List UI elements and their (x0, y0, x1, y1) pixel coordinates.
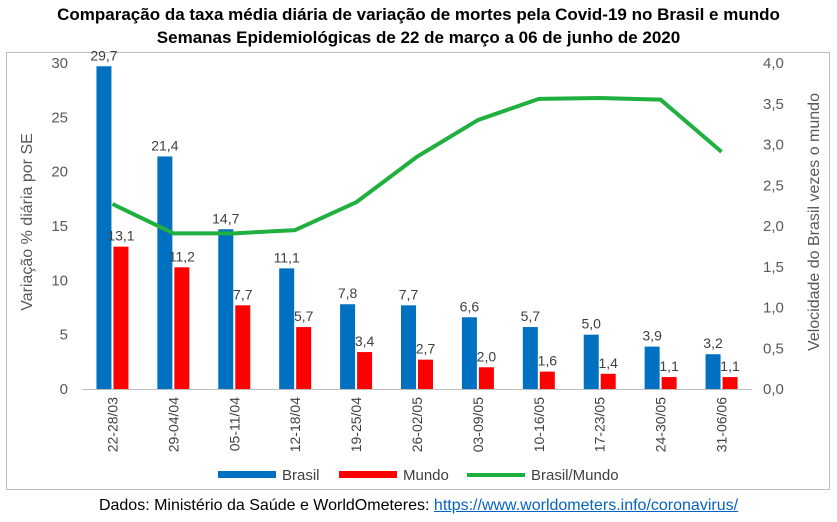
bar-brasil (340, 304, 356, 389)
data-label-mundo: 5,7 (294, 308, 314, 324)
source-note: Dados: Ministério da Saúde e WorldOmeter… (0, 497, 837, 515)
x-tick-label: 19-25/04 (348, 397, 364, 452)
chart-subtitle: Semanas Epidemiológicas de 22 de março a… (156, 28, 681, 47)
x-tick-label: 03-09/05 (470, 397, 486, 452)
y-tick-label: 0 (60, 381, 68, 398)
data-label-brasil: 5,7 (521, 308, 541, 324)
chart-title: Comparação da taxa média diária de varia… (57, 5, 780, 24)
y-axis-label: Variação % diária por SE (19, 133, 36, 311)
chart-frame (6, 52, 830, 490)
data-label-brasil: 7,8 (338, 285, 358, 301)
y-tick-label: 5 (60, 327, 68, 344)
data-label-brasil: 3,9 (642, 328, 662, 344)
bars: 29,7 13,1 21,4 11,2 14,7 7,7 11,1 5,7 7,8 3,4 7,7 2… (90, 47, 740, 389)
data-label-brasil: 11,1 (274, 249, 300, 265)
x-tick-label: 12-18/04 (287, 397, 303, 452)
data-label-mundo: 3,4 (355, 333, 375, 349)
data-label-brasil: 7,7 (399, 286, 419, 302)
data-label-brasil: 5,0 (581, 316, 601, 332)
x-tick-label: 22-28/03 (104, 397, 120, 452)
y2-tick-label: 2,5 (763, 177, 784, 194)
y2-axis-label: Velocidade do Brasil vezes o mundo (806, 93, 823, 351)
bar-brasil (522, 327, 538, 389)
data-label-brasil: 29,7 (90, 47, 117, 63)
data-label-mundo: 1,6 (538, 353, 558, 369)
bar-brasil (705, 354, 721, 389)
data-label-mundo: 2,7 (416, 341, 436, 357)
data-label-mundo: 1,1 (720, 358, 740, 374)
x-axis: 22-28/03 29-04/04 05-11/04 12-18/04 19-25/04… (82, 389, 752, 452)
data-label-mundo: 2,0 (477, 348, 497, 364)
bar-mundo (296, 327, 312, 389)
bar-mundo (600, 373, 616, 389)
y2-tick-label: 2,0 (763, 218, 784, 235)
y2-tick-label: 1,0 (763, 300, 784, 317)
y-axis-right: 0,0 0,5 1,0 1,5 2,0 2,5 3,0 3,5 4,0 (763, 55, 784, 398)
y-tick-label: 30 (51, 55, 68, 72)
legend-swatch-mundo (339, 471, 397, 478)
legend-label-ratio: Brasil/Mundo (531, 467, 619, 484)
bar-mundo (539, 371, 555, 389)
y-tick-label: 10 (51, 272, 68, 289)
data-label-mundo: 11,2 (169, 248, 195, 264)
data-label-mundo: 1,1 (659, 358, 679, 374)
y2-tick-label: 0,5 (763, 340, 784, 357)
x-tick-label: 05-11/04 (226, 397, 242, 451)
x-tick-label: 10-16/05 (531, 397, 547, 452)
source-prefix: Dados: Ministério da Saúde e WorldOmeter… (98, 497, 434, 514)
x-tick-label: 26-02/05 (409, 397, 425, 452)
x-tick-label: 29-04/04 (165, 397, 181, 452)
bar-brasil (279, 268, 295, 389)
data-label-mundo: 7,7 (233, 286, 253, 302)
legend: Brasil Mundo Brasil/Mundo (218, 467, 619, 484)
bar-brasil (401, 305, 416, 389)
y-tick-label: 15 (51, 218, 68, 235)
data-label-brasil: 6,6 (460, 298, 480, 314)
y-tick-label: 25 (51, 109, 68, 126)
bar-brasil (96, 66, 112, 389)
data-label-mundo: 13,1 (107, 228, 134, 244)
bar-mundo (418, 359, 433, 389)
y2-tick-label: 3,5 (763, 96, 784, 113)
bar-mundo (722, 377, 738, 389)
bar-brasil (461, 317, 477, 389)
bar-brasil (583, 334, 599, 389)
x-tick-label: 17-23/05 (592, 397, 608, 452)
series-line-brasil-mundo (111, 96, 723, 236)
bar-mundo (113, 246, 129, 389)
bar-mundo (478, 367, 494, 389)
y-tick-label: 20 (51, 164, 68, 181)
x-tick-label: 24-30/05 (653, 397, 669, 452)
bar-mundo (235, 305, 251, 389)
y2-tick-label: 3,0 (763, 137, 784, 154)
bar-brasil (218, 229, 234, 389)
y2-tick-label: 0,0 (763, 381, 784, 398)
legend-label-brasil: Brasil (282, 467, 320, 484)
data-label-mundo: 1,4 (598, 355, 618, 371)
bar-brasil (644, 346, 660, 389)
bar-mundo (661, 377, 677, 389)
data-label-brasil: 21,4 (151, 137, 178, 153)
bar-brasil (157, 156, 173, 389)
legend-label-mundo: Mundo (403, 467, 449, 484)
legend-swatch-brasil (218, 471, 276, 478)
bar-mundo (174, 267, 190, 389)
x-tick-label: 31-06/06 (714, 397, 730, 452)
data-label-brasil: 14,7 (212, 210, 239, 226)
bar-mundo (357, 352, 373, 389)
y-axis-left: 0 5 10 15 20 25 30 (51, 55, 68, 398)
y2-tick-label: 4,0 (763, 55, 784, 72)
y2-tick-label: 1,5 (763, 259, 784, 276)
ratio-line (111, 96, 723, 236)
data-label-brasil: 3,2 (703, 335, 723, 351)
source-link[interactable]: https://www.worldometers.info/coronaviru… (433, 497, 739, 514)
